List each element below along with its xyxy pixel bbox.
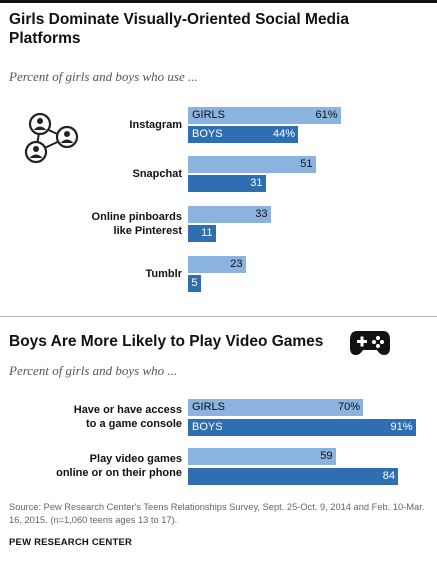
- boys-bar: [188, 126, 298, 143]
- girls-series-label: GIRLS: [192, 401, 226, 413]
- category-label-line: to a game console: [86, 418, 182, 430]
- category-label-line: online or on their phone: [56, 467, 182, 479]
- gamepad-icon: [350, 331, 390, 355]
- chart1-subtitle: Percent of girls and boys who use ...: [9, 69, 198, 84]
- category-label-line: Online pinboards: [91, 211, 182, 223]
- boys-bar: [188, 419, 416, 436]
- category-label-line: Tumblr: [145, 268, 182, 280]
- boys-series-label: BOYS: [192, 128, 223, 140]
- boys-value-label: 91%: [390, 421, 413, 433]
- girls-bar: [188, 256, 246, 273]
- social-network-icon: [24, 112, 79, 164]
- boys-bar: [188, 225, 216, 242]
- girls-value-label: 33: [255, 208, 268, 220]
- girls-value-label: 23: [230, 258, 243, 270]
- girls-bar: [188, 107, 341, 124]
- category-label: Have or have access to a game console: [0, 403, 182, 431]
- boys-series-label: BOYS: [192, 421, 223, 433]
- source-note: Source: Pew Research Center's Teens Rela…: [9, 502, 425, 525]
- girls-bar: [188, 399, 363, 416]
- top-rule: [0, 0, 437, 3]
- girls-bar: [188, 448, 336, 465]
- category-label: Play video games online or on their phone: [0, 452, 182, 480]
- boys-value-label: 44%: [272, 128, 295, 140]
- girls-bar: [188, 156, 316, 173]
- boys-value-label: 11: [201, 227, 213, 239]
- girls-bar: [188, 206, 271, 223]
- chart2-title: Boys Are More Likely to Play Video Games: [9, 333, 324, 350]
- category-label: Snapchat: [0, 167, 182, 181]
- girls-value-label: 51: [300, 158, 313, 170]
- credit: PEW RESEARCH CENTER: [9, 537, 133, 548]
- category-label-line: like Pinterest: [113, 225, 182, 237]
- chart1-title: Girls Dominate Visually-Oriented Social …: [9, 11, 349, 47]
- category-label-line: Play video games: [89, 453, 182, 465]
- category-label-line: Instagram: [129, 119, 182, 131]
- boys-value-label: 5: [191, 277, 198, 289]
- section-divider: [0, 316, 437, 317]
- girls-value-label: 59: [320, 450, 333, 462]
- category-label: Instagram: [0, 118, 182, 132]
- category-label-line: Have or have access: [73, 404, 182, 416]
- boys-bar: [188, 275, 201, 292]
- category-label-line: Snapchat: [132, 168, 182, 180]
- girls-value-label: 70%: [337, 401, 360, 413]
- girls-value-label: 61%: [315, 109, 338, 121]
- boys-bar: [188, 468, 398, 485]
- category-label: Tumblr: [0, 267, 182, 281]
- boys-value-label: 31: [250, 177, 263, 189]
- girls-series-label: GIRLS: [192, 109, 226, 121]
- chart2-subtitle: Percent of girls and boys who ...: [9, 363, 178, 378]
- boys-bar: [188, 175, 266, 192]
- category-label: Online pinboards like Pinterest: [0, 210, 182, 238]
- boys-value-label: 84: [382, 470, 395, 482]
